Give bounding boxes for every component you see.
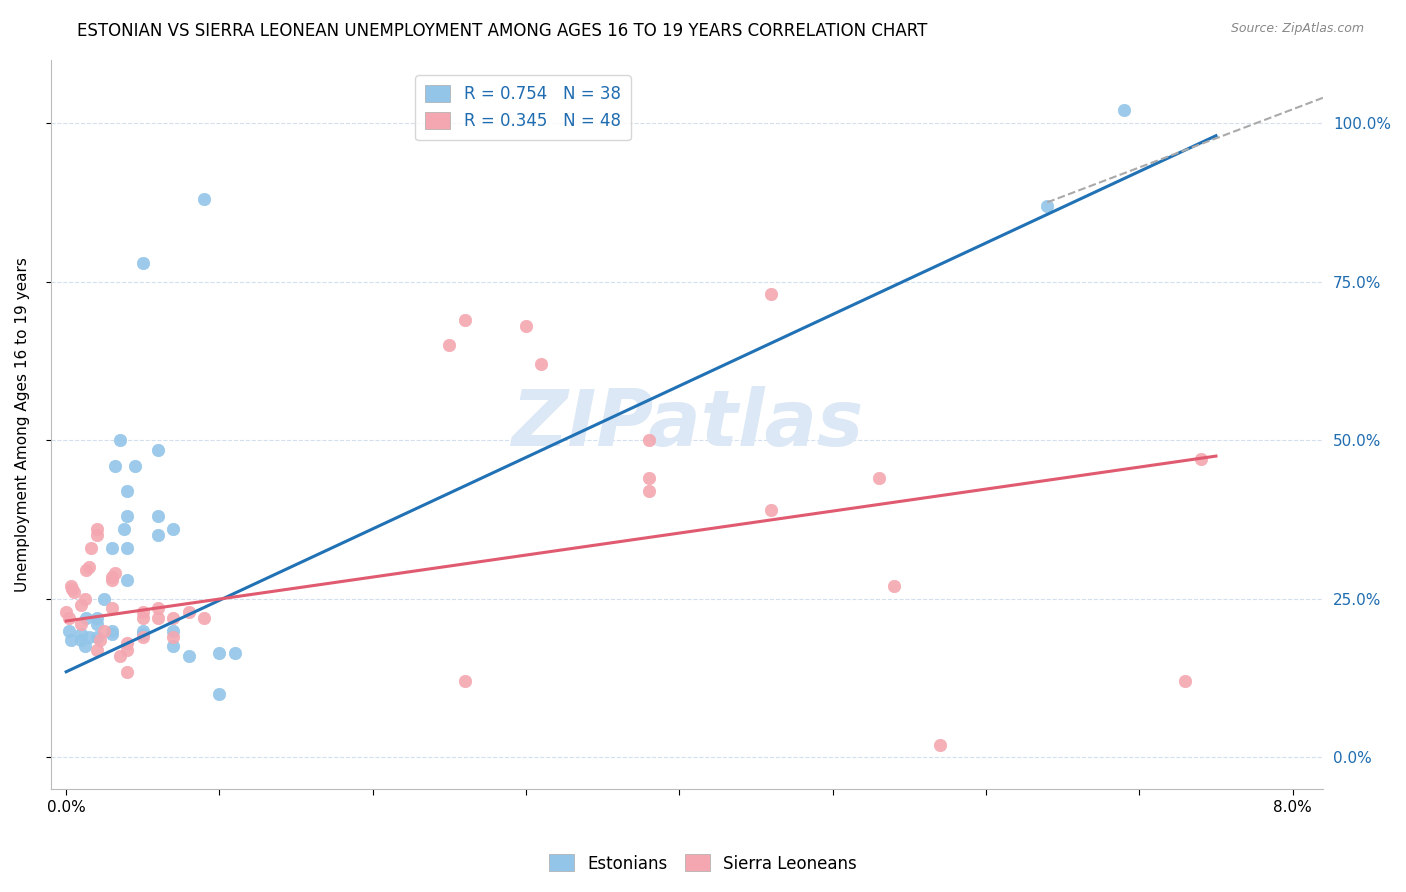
- Point: [101, 573, 124, 587]
- Point: [86, 617, 108, 632]
- Point: [177, 648, 200, 663]
- Point: [761, 287, 783, 301]
- Point: [59, 579, 82, 593]
- Point: [117, 541, 139, 555]
- Point: [224, 646, 246, 660]
- Point: [108, 434, 131, 448]
- Point: [162, 624, 184, 638]
- Point: [162, 611, 184, 625]
- Text: ZIPatlas: ZIPatlas: [510, 386, 863, 462]
- Point: [58, 611, 80, 625]
- Legend: Estonians, Sierra Leoneans: Estonians, Sierra Leoneans: [543, 847, 863, 880]
- Point: [530, 357, 553, 371]
- Point: [132, 630, 155, 644]
- Point: [77, 560, 100, 574]
- Point: [86, 522, 108, 536]
- Point: [637, 471, 659, 485]
- Point: [454, 312, 477, 326]
- Point: [439, 338, 461, 352]
- Point: [101, 569, 124, 583]
- Point: [162, 630, 184, 644]
- Point: [132, 255, 155, 269]
- Point: [637, 434, 659, 448]
- Point: [132, 626, 155, 640]
- Point: [637, 483, 659, 498]
- Point: [454, 674, 477, 689]
- Point: [117, 665, 139, 679]
- Point: [208, 687, 231, 701]
- Point: [177, 605, 200, 619]
- Point: [58, 624, 80, 638]
- Point: [761, 503, 783, 517]
- Point: [132, 611, 155, 625]
- Point: [146, 509, 169, 524]
- Point: [146, 528, 169, 542]
- Point: [101, 601, 124, 615]
- Point: [75, 563, 97, 577]
- Text: ESTONIAN VS SIERRA LEONEAN UNEMPLOYMENT AMONG AGES 16 TO 19 YEARS CORRELATION CH: ESTONIAN VS SIERRA LEONEAN UNEMPLOYMENT …: [77, 22, 928, 40]
- Point: [70, 617, 93, 632]
- Point: [146, 611, 169, 625]
- Point: [101, 626, 124, 640]
- Point: [124, 458, 146, 473]
- Point: [93, 591, 115, 606]
- Point: [60, 582, 83, 597]
- Point: [132, 605, 155, 619]
- Point: [73, 640, 96, 654]
- Point: [86, 642, 108, 657]
- Point: [132, 624, 155, 638]
- Point: [515, 319, 537, 334]
- Point: [93, 624, 115, 638]
- Point: [117, 573, 139, 587]
- Point: [193, 611, 215, 625]
- Point: [89, 633, 111, 648]
- Point: [70, 598, 93, 612]
- Point: [70, 633, 93, 648]
- Point: [162, 522, 184, 536]
- Point: [70, 626, 93, 640]
- Point: [59, 633, 82, 648]
- Point: [146, 601, 169, 615]
- Point: [117, 483, 139, 498]
- Point: [104, 458, 127, 473]
- Point: [117, 642, 139, 657]
- Point: [63, 585, 86, 599]
- Point: [86, 611, 108, 625]
- Point: [86, 528, 108, 542]
- Point: [77, 630, 100, 644]
- Point: [1189, 452, 1212, 467]
- Point: [868, 471, 890, 485]
- Point: [75, 611, 97, 625]
- Point: [80, 541, 103, 555]
- Point: [146, 442, 169, 457]
- Point: [208, 646, 231, 660]
- Point: [1112, 103, 1135, 118]
- Point: [108, 648, 131, 663]
- Legend: R = 0.754   N = 38, R = 0.345   N = 48: R = 0.754 N = 38, R = 0.345 N = 48: [415, 75, 631, 140]
- Point: [101, 624, 124, 638]
- Y-axis label: Unemployment Among Ages 16 to 19 years: Unemployment Among Ages 16 to 19 years: [15, 257, 30, 591]
- Point: [929, 738, 952, 752]
- Point: [104, 566, 127, 581]
- Point: [86, 630, 108, 644]
- Point: [73, 591, 96, 606]
- Point: [1036, 198, 1059, 212]
- Point: [55, 605, 77, 619]
- Point: [117, 636, 139, 650]
- Point: [1174, 674, 1197, 689]
- Point: [101, 541, 124, 555]
- Point: [883, 579, 905, 593]
- Point: [112, 522, 135, 536]
- Point: [193, 192, 215, 206]
- Point: [117, 509, 139, 524]
- Text: Source: ZipAtlas.com: Source: ZipAtlas.com: [1230, 22, 1364, 36]
- Point: [162, 640, 184, 654]
